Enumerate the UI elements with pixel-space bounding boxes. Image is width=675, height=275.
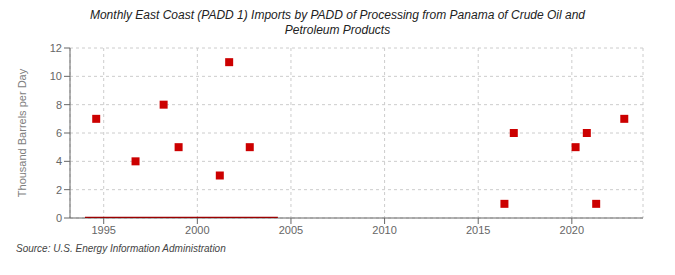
svg-text:Thousand Barrels per Day: Thousand Barrels per Day [16,68,28,197]
svg-text:10: 10 [50,70,62,82]
svg-text:2005: 2005 [279,224,303,236]
svg-text:8: 8 [56,99,62,111]
svg-text:1995: 1995 [91,224,115,236]
svg-text:2010: 2010 [372,224,396,236]
html-text:Source: U.S. Energy Informatio: Source: U.S. Energy Information Administ… [16,243,226,254]
html-text:Petroleum Products: Petroleum Products [284,23,391,37]
svg-text:2: 2 [56,184,62,196]
html-text:Monthly East Coast (PADD 1) Im: Monthly East Coast (PADD 1) Imports by P… [90,8,585,22]
svg-text:2015: 2015 [466,224,490,236]
svg-text:6: 6 [56,127,62,139]
svg-text:12: 12 [50,42,62,54]
svg-text:0: 0 [56,212,62,224]
svg-text:2020: 2020 [560,224,584,236]
svg-text:2000: 2000 [185,224,209,236]
svg-text:4: 4 [56,155,62,167]
